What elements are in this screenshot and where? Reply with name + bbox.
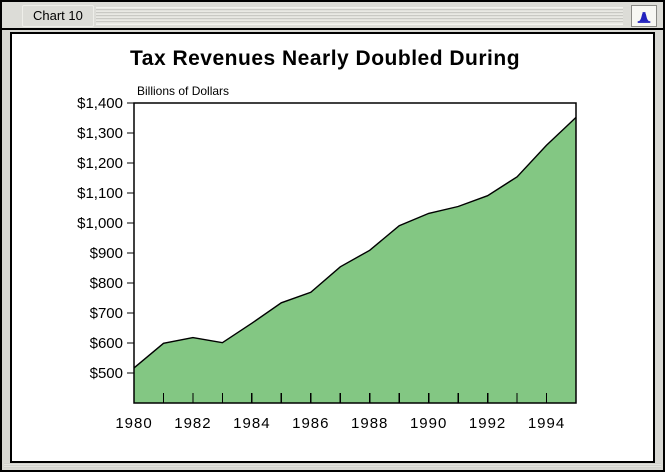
x-tick-label: 1990	[410, 415, 447, 432]
window-title: Chart 10	[22, 5, 94, 27]
area-fill	[134, 117, 576, 404]
bell-icon-button[interactable]	[631, 5, 657, 27]
x-tick-label: 1992	[469, 415, 506, 432]
x-tick-label: 1994	[528, 415, 565, 432]
chart-title: Tax Revenues Nearly Doubled During	[130, 47, 521, 70]
title-bar[interactable]: Chart 10	[2, 2, 663, 30]
y-tick-label: $700	[90, 305, 123, 322]
y-tick-label: $800	[90, 275, 123, 292]
data-line	[133, 116, 577, 369]
bell-icon	[637, 11, 651, 23]
chart-panel: Tax Revenues Nearly Doubled During Billi…	[10, 32, 655, 463]
x-tick-label: 1986	[292, 415, 329, 432]
titlebar-stripes	[96, 7, 623, 25]
y-tick-label: $1,400	[77, 95, 123, 112]
area-chart: $500 $600 $700 $800 $900 $1,000 $1,100 $1,200 $1…	[77, 95, 577, 432]
y-tick-label: $1,300	[77, 125, 123, 142]
y-tick-label: $1,200	[77, 155, 123, 172]
y-tick-label: $900	[90, 245, 123, 262]
y-tick-label: $600	[90, 335, 123, 352]
x-tick-label: 1984	[233, 415, 270, 432]
bottom-frame-texture	[4, 463, 661, 468]
x-tick-label: 1980	[115, 415, 152, 432]
y-tick-label: $1,100	[77, 185, 123, 202]
y-tick-label: $1,000	[77, 215, 123, 232]
x-tick-label: 1988	[351, 415, 388, 432]
y-axis-unit-label: Billions of Dollars	[137, 84, 230, 98]
x-tick-label: 1982	[174, 415, 211, 432]
y-tick-label: $500	[90, 365, 123, 382]
